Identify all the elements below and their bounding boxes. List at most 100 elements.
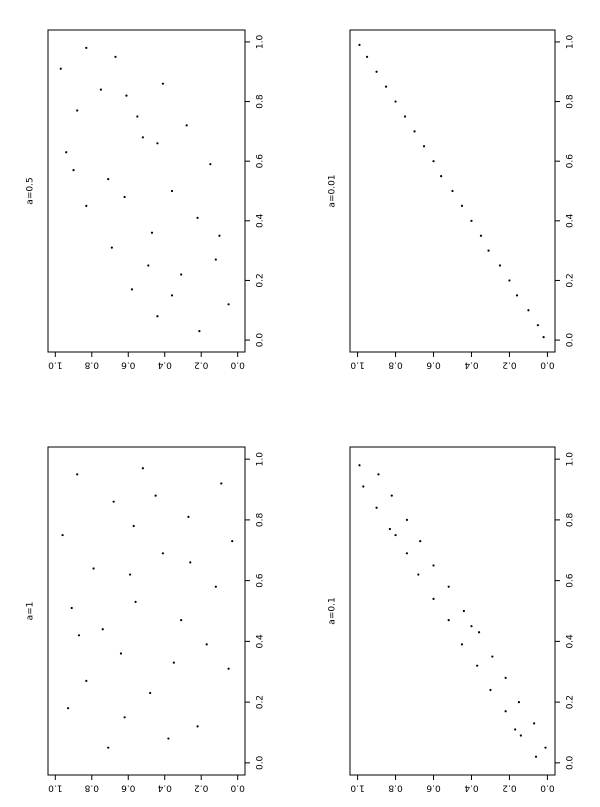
point xyxy=(542,335,545,339)
point xyxy=(154,494,157,497)
point xyxy=(187,515,190,518)
point xyxy=(460,643,464,646)
point xyxy=(214,258,217,261)
point xyxy=(167,737,170,740)
point xyxy=(125,94,128,97)
point xyxy=(375,506,378,509)
point xyxy=(498,264,502,267)
plot-frame xyxy=(349,446,556,776)
point xyxy=(451,189,454,193)
point xyxy=(85,46,88,49)
point xyxy=(149,691,152,695)
point xyxy=(76,473,79,476)
x-tick-label: 0.4 xyxy=(566,634,576,649)
panel-title: a=1 xyxy=(26,602,36,621)
y-tick-label: 0.4 xyxy=(464,783,479,793)
point xyxy=(460,204,464,208)
point xyxy=(403,115,407,118)
panel: a=0.5 0.0 0.2 0.4 0.6 0.8 1.0 0.0 0.2 0.4 0.6 0.8 1.… xyxy=(26,29,266,370)
x-tick-label: 0.2 xyxy=(566,695,576,709)
y-tick-label: 0.6 xyxy=(121,360,136,370)
panel-title: a=0.01 xyxy=(328,174,338,207)
point xyxy=(85,679,88,682)
point xyxy=(130,288,134,291)
point xyxy=(112,500,115,503)
y-tick-label: 0.8 xyxy=(388,783,403,793)
point xyxy=(214,585,217,588)
y-tick-label: 1.0 xyxy=(48,783,63,793)
y-tick-label: 0.4 xyxy=(464,360,479,370)
y-tick-label: 1.0 xyxy=(48,360,63,370)
point xyxy=(362,485,365,488)
point xyxy=(107,177,110,181)
y-tick-label: 0.2 xyxy=(194,783,208,793)
point xyxy=(388,527,391,531)
point xyxy=(110,246,113,249)
point xyxy=(128,573,132,576)
x-tick-label: 0.8 xyxy=(566,94,576,109)
point xyxy=(66,707,70,710)
point xyxy=(527,309,530,312)
x-tick-label: 0.6 xyxy=(256,154,266,169)
point xyxy=(470,219,473,222)
point xyxy=(390,494,393,497)
point xyxy=(209,163,212,166)
point xyxy=(476,664,479,667)
x-tick-label: 0.2 xyxy=(566,273,576,287)
point xyxy=(462,609,465,613)
y-tick-label: 1.0 xyxy=(350,783,365,793)
panel: a=1 0.0 0.2 0.4 0.6 0.8 1.0 0.0 0.2 0.4 0.6 0.8 1.0 xyxy=(26,446,266,793)
point xyxy=(196,725,199,728)
x-tick-label: 0.4 xyxy=(256,634,266,649)
x-tick-label: 0.4 xyxy=(256,213,266,228)
point xyxy=(417,573,420,576)
x-tick-label: 1.0 xyxy=(566,35,576,50)
point xyxy=(358,464,361,467)
y-tick-label: 0.2 xyxy=(502,783,516,793)
point xyxy=(136,115,139,118)
point xyxy=(517,701,521,704)
x-tick-label: 0.2 xyxy=(256,695,266,709)
plot-frame xyxy=(47,29,246,353)
point xyxy=(375,70,378,73)
point xyxy=(180,273,183,276)
x-tick-label: 0.4 xyxy=(566,213,576,228)
x-tick-label: 0.0 xyxy=(566,333,576,348)
point xyxy=(170,294,174,297)
y-tick-label: 0.2 xyxy=(502,360,516,370)
y-tick-label: 0.2 xyxy=(194,360,208,370)
y-tick-label: 0.8 xyxy=(84,360,99,370)
point xyxy=(161,552,165,555)
point xyxy=(413,130,416,133)
point xyxy=(77,634,81,637)
point xyxy=(65,151,68,154)
y-tick-label: 0.6 xyxy=(426,360,441,370)
point xyxy=(227,667,230,670)
point xyxy=(536,324,540,327)
point xyxy=(185,124,188,127)
point xyxy=(504,710,507,713)
point xyxy=(514,728,517,731)
plot-frame xyxy=(47,446,246,776)
point xyxy=(544,746,547,749)
y-tick-label: 0.0 xyxy=(540,360,555,370)
point xyxy=(491,655,494,658)
point xyxy=(76,109,79,112)
x-tick-label: 0.8 xyxy=(566,512,576,527)
point xyxy=(61,533,64,537)
y-tick-label: 0.0 xyxy=(230,783,245,793)
point xyxy=(196,216,199,219)
y-tick-label: 0.4 xyxy=(157,783,172,793)
point xyxy=(419,540,422,543)
point xyxy=(477,631,481,634)
point xyxy=(220,482,223,485)
point xyxy=(405,518,409,521)
y-tick-label: 0.0 xyxy=(230,360,245,370)
point xyxy=(519,734,522,737)
x-tick-label: 0.0 xyxy=(256,755,266,770)
point xyxy=(489,688,492,692)
point xyxy=(432,564,435,567)
point xyxy=(132,524,135,528)
point xyxy=(394,533,397,537)
point xyxy=(99,88,102,91)
